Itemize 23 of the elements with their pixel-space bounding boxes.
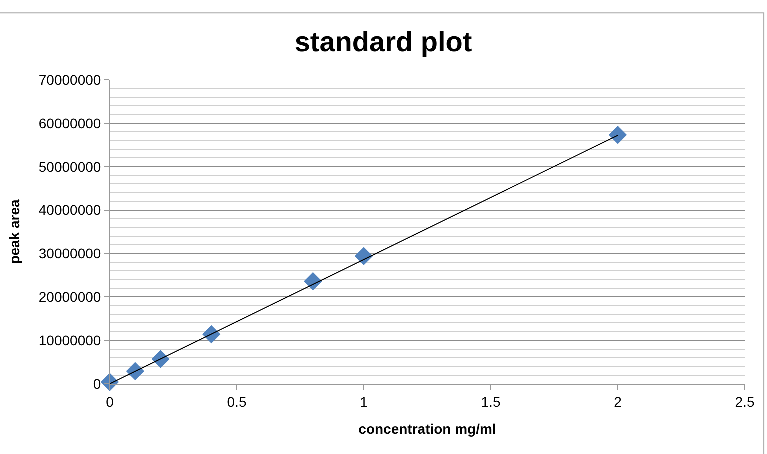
point bbox=[608, 126, 628, 144]
y-tick-label: 50000000 bbox=[38, 158, 102, 175]
x-tick-label: 2 bbox=[614, 394, 622, 410]
point bbox=[304, 272, 322, 291]
point bbox=[152, 350, 170, 368]
x-tick-label: 0.5 bbox=[227, 394, 247, 410]
chart-title: standard plot bbox=[294, 26, 472, 58]
y-tick-label: 30000000 bbox=[38, 246, 102, 262]
y-axis-title: peak area bbox=[6, 199, 23, 264]
x-tick-label: 1 bbox=[360, 394, 368, 410]
x-axis-title: concentration mg/ml bbox=[358, 421, 496, 438]
x-tick-label: 1.5 bbox=[481, 394, 501, 410]
y-tick-label: 20000000 bbox=[38, 289, 102, 306]
y-tick-label: 10000000 bbox=[38, 332, 102, 348]
y-tick-label: 40000000 bbox=[38, 202, 102, 218]
y-tick-label: 0 bbox=[93, 376, 102, 392]
point bbox=[202, 325, 221, 344]
x-tick-label: 0 bbox=[106, 394, 114, 410]
y-tick-label: 70000000 bbox=[38, 72, 102, 88]
x-tick-label: 2.5 bbox=[735, 394, 755, 410]
y-tick-label: 60000000 bbox=[38, 115, 102, 132]
point bbox=[354, 247, 374, 266]
point bbox=[126, 362, 144, 381]
